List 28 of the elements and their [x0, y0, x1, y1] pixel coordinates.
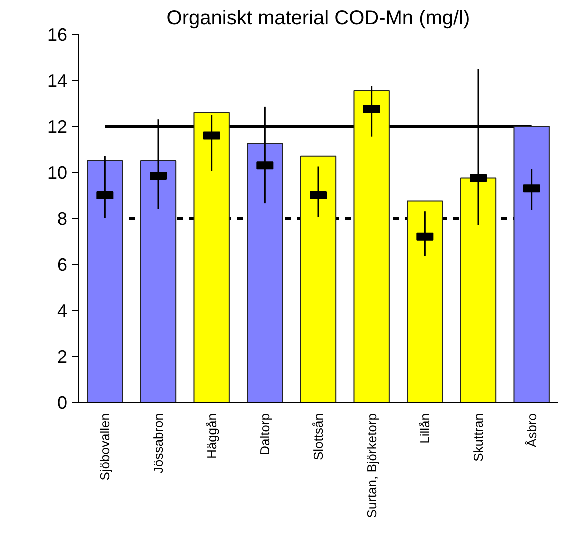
y-tick-label: 10	[47, 163, 68, 183]
y-tick-label: 0	[57, 393, 68, 413]
x-tick-label: Daltorp	[258, 413, 273, 456]
bar	[140, 160, 177, 402]
y-tick-label: 2	[57, 347, 68, 367]
bar	[87, 160, 124, 402]
bar	[460, 178, 497, 402]
x-tick-label: Åsbro	[524, 413, 540, 448]
y-tick-label: 12	[47, 117, 68, 137]
x-tick-label: Skuttran	[471, 413, 486, 462]
x-tick-label: Slottsån	[311, 413, 326, 460]
y-tick-label: 4	[57, 301, 68, 321]
x-tick-label: Surtan, Björketorp	[364, 413, 380, 518]
y-tick-label: 6	[57, 255, 68, 275]
bar	[300, 156, 337, 402]
y-tick-label: 8	[57, 209, 68, 229]
x-tick-label: Sjöbovallen	[98, 413, 113, 481]
x-tick-label: Jössabron	[151, 413, 166, 474]
chart-title: Organiskt material COD-Mn (mg/l)	[166, 8, 470, 30]
y-tick-label: 16	[47, 25, 68, 45]
x-tick-label: Häggån	[204, 413, 220, 460]
bar	[514, 126, 550, 402]
y-tick-label: 14	[47, 71, 68, 91]
bar	[407, 200, 444, 402]
bar	[194, 112, 230, 402]
bar	[354, 90, 390, 402]
bar	[247, 143, 284, 402]
x-tick-label: Lillån	[418, 413, 433, 444]
